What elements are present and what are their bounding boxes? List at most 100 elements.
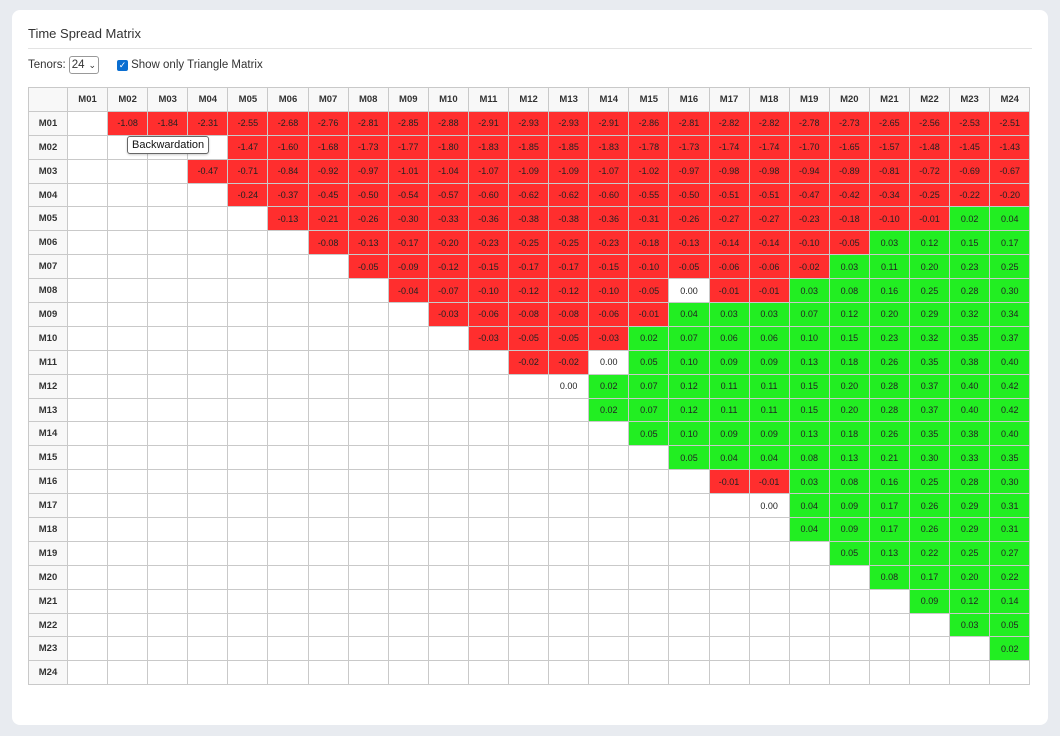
spread-cell[interactable]: 0.29 (908, 302, 951, 327)
spread-cell[interactable]: -0.06 (467, 302, 510, 327)
spread-cell[interactable]: 0.04 (788, 493, 830, 519)
spread-cell[interactable]: 0.17 (868, 517, 910, 542)
spread-cell[interactable]: 0.28 (868, 373, 910, 399)
spread-cell[interactable]: -0.25 (908, 182, 951, 208)
spread-cell[interactable]: 0.18 (828, 421, 870, 447)
spread-cell[interactable]: -2.81 (668, 110, 710, 136)
spread-cell[interactable]: 0.11 (748, 397, 790, 423)
spread-cell[interactable]: -0.13 (668, 230, 710, 256)
spread-cell[interactable]: -0.94 (788, 158, 830, 184)
spread-cell[interactable]: -2.91 (588, 110, 630, 136)
spread-cell[interactable]: 0.27 (989, 540, 1031, 566)
spread-cell[interactable]: 0.03 (828, 254, 870, 280)
spread-cell[interactable]: 0.04 (748, 445, 790, 471)
spread-cell[interactable]: 0.17 (868, 493, 910, 519)
spread-cell[interactable]: -0.03 (588, 325, 630, 351)
spread-cell[interactable]: 0.14 (989, 588, 1031, 614)
spread-cell[interactable]: -0.55 (628, 182, 670, 208)
spread-cell[interactable]: -0.21 (307, 206, 349, 232)
spread-cell[interactable]: -2.51 (989, 110, 1031, 136)
spread-cell[interactable]: -0.84 (267, 158, 309, 184)
spread-cell[interactable]: -0.71 (227, 158, 269, 184)
spread-cell[interactable]: 0.15 (949, 230, 991, 256)
spread-cell[interactable]: 0.40 (949, 397, 991, 423)
spread-cell[interactable]: -0.47 (788, 182, 830, 208)
spread-cell[interactable]: 0.00 (748, 493, 790, 519)
spread-cell[interactable]: -1.60 (267, 134, 309, 160)
spread-cell[interactable]: -1.83 (467, 134, 510, 160)
spread-cell[interactable]: 0.12 (949, 588, 991, 614)
spread-cell[interactable]: 0.28 (949, 469, 991, 495)
spread-cell[interactable]: -0.97 (668, 158, 710, 184)
spread-cell[interactable]: 0.09 (748, 349, 790, 375)
spread-cell[interactable]: -1.07 (588, 158, 630, 184)
spread-cell[interactable]: -1.08 (107, 110, 149, 136)
spread-cell[interactable]: -0.37 (267, 182, 309, 208)
spread-cell[interactable]: -0.23 (588, 230, 630, 256)
spread-cell[interactable]: -1.04 (427, 158, 469, 184)
spread-cell[interactable]: -1.43 (989, 134, 1031, 160)
spread-cell[interactable]: 0.03 (708, 302, 750, 327)
spread-cell[interactable]: 0.32 (949, 302, 991, 327)
spread-cell[interactable]: 0.16 (868, 469, 910, 495)
spread-cell[interactable]: 0.07 (628, 373, 670, 399)
spread-cell[interactable]: -0.17 (387, 230, 429, 256)
spread-cell[interactable]: -0.27 (748, 206, 790, 232)
spread-cell[interactable]: -1.85 (548, 134, 590, 160)
spread-cell[interactable]: 0.17 (908, 564, 951, 590)
spread-cell[interactable]: 0.09 (708, 421, 750, 447)
spread-cell[interactable]: 0.20 (868, 302, 910, 327)
tenors-select[interactable]: 24 ⌄ (68, 56, 100, 74)
spread-cell[interactable]: -0.18 (828, 206, 870, 232)
spread-cell[interactable]: -2.93 (508, 110, 550, 136)
spread-cell[interactable]: 0.05 (628, 349, 670, 375)
spread-cell[interactable]: -0.06 (748, 254, 790, 280)
spread-cell[interactable]: -0.05 (508, 325, 550, 351)
spread-cell[interactable]: 0.29 (949, 493, 991, 519)
spread-cell[interactable]: 0.15 (788, 397, 830, 423)
spread-cell[interactable]: -0.98 (748, 158, 790, 184)
spread-cell[interactable]: -0.03 (467, 325, 510, 351)
spread-cell[interactable]: 0.09 (828, 493, 870, 519)
spread-cell[interactable]: -1.73 (347, 134, 389, 160)
spread-cell[interactable]: -0.10 (868, 206, 910, 232)
spread-cell[interactable]: 0.05 (668, 445, 710, 471)
spread-cell[interactable]: 0.03 (788, 278, 830, 304)
spread-cell[interactable]: -0.10 (588, 278, 630, 304)
spread-cell[interactable]: 0.20 (949, 564, 991, 590)
spread-cell[interactable]: -0.50 (347, 182, 389, 208)
spread-cell[interactable]: 0.37 (908, 397, 951, 423)
spread-cell[interactable]: 0.40 (949, 373, 991, 399)
spread-cell[interactable]: 0.08 (788, 445, 830, 471)
spread-cell[interactable]: -1.70 (788, 134, 830, 160)
spread-cell[interactable]: -0.34 (868, 182, 910, 208)
spread-cell[interactable]: 0.21 (868, 445, 910, 471)
spread-cell[interactable]: 0.13 (788, 349, 830, 375)
spread-cell[interactable]: 0.07 (668, 325, 710, 351)
spread-cell[interactable]: 0.02 (588, 397, 630, 423)
spread-cell[interactable]: 0.09 (708, 349, 750, 375)
spread-cell[interactable]: 0.09 (908, 588, 951, 614)
spread-cell[interactable]: -0.24 (227, 182, 269, 208)
spread-cell[interactable]: 0.26 (908, 517, 951, 542)
spread-cell[interactable]: 0.12 (908, 230, 951, 256)
spread-cell[interactable]: 0.04 (788, 517, 830, 542)
spread-cell[interactable]: -0.10 (467, 278, 510, 304)
spread-cell[interactable]: -0.09 (387, 254, 429, 280)
spread-cell[interactable]: -0.14 (748, 230, 790, 256)
checkbox-checked-icon[interactable]: ✓ (117, 59, 129, 71)
spread-cell[interactable]: -0.98 (708, 158, 750, 184)
spread-cell[interactable]: -0.02 (548, 349, 590, 375)
spread-cell[interactable]: -0.60 (588, 182, 630, 208)
spread-cell[interactable]: -0.10 (788, 230, 830, 256)
spread-cell[interactable]: 0.25 (989, 254, 1031, 280)
spread-cell[interactable]: 0.10 (668, 349, 710, 375)
spread-cell[interactable]: -0.01 (748, 278, 790, 304)
spread-cell[interactable]: 0.31 (989, 493, 1031, 519)
spread-cell[interactable]: -0.51 (708, 182, 750, 208)
spread-cell[interactable]: -2.82 (708, 110, 750, 136)
spread-cell[interactable]: 0.31 (989, 517, 1031, 542)
spread-cell[interactable]: -1.09 (548, 158, 590, 184)
spread-cell[interactable]: 0.28 (949, 278, 991, 304)
spread-cell[interactable]: -0.89 (828, 158, 870, 184)
